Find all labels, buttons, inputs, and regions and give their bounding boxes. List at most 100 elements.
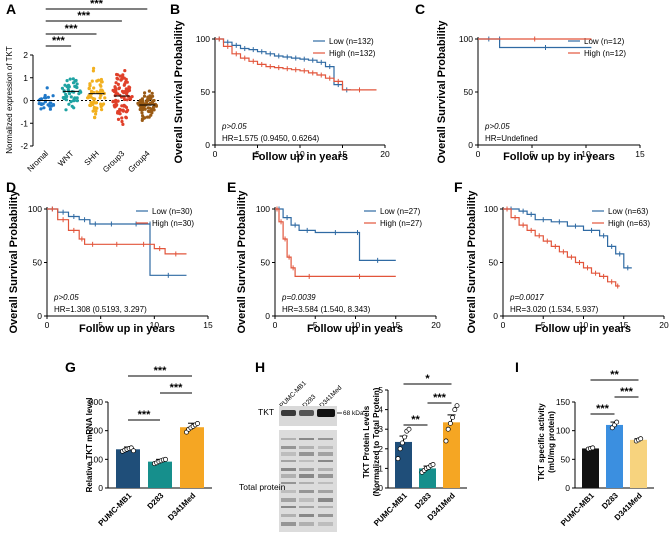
bar [116,449,140,488]
y-tick-label: 0 [468,140,473,150]
x-tick-label: 10 [579,320,589,330]
y-tick-label: 2 [378,444,383,454]
data-point [114,101,118,105]
significance-stars: *** [170,382,184,394]
data-point [72,97,76,101]
data-point [147,89,151,93]
significance-stars: *** [90,0,104,10]
bar [582,448,599,488]
hazard-ratio-annotation: HR=1.308 (0.5193, 3.297) [54,305,147,314]
category-label: PUMC-MB1 [97,491,134,528]
data-point [114,81,118,85]
x-axis-title: Follow up in years [252,151,348,163]
data-point [141,114,145,118]
legend-entry: High (n=27) [380,219,422,228]
data-point [117,87,121,91]
total-protein-band [299,452,314,456]
data-point [118,112,122,116]
panel-letter-e: E [227,179,236,195]
data-point [92,86,96,90]
legend-entry: High (n=30) [152,219,194,228]
data-point [149,113,153,117]
total-protein-band [318,506,333,508]
data-point [39,107,43,111]
data-point [72,106,76,110]
data-point [91,97,95,101]
total-protein-band [318,514,333,517]
data-point [152,108,156,112]
survival-curve-low [215,38,351,91]
panel-b-survival-chart: 0 50 100 0 5 10 15 20 Overall Survival Probabili… [173,20,390,164]
blot-band-label: TKT [258,407,274,417]
data-point [66,83,71,87]
y-tick-label: 5 [378,385,383,395]
bar [395,441,412,488]
significance-stars: *** [154,365,168,377]
x-tick-label: 0 [501,320,506,330]
data-point [94,109,98,113]
data-point [51,94,55,98]
x-tick-label: 15 [619,320,629,330]
y-tick-label: 1 [378,463,383,473]
data-point [69,95,73,99]
survival-curve-low [275,208,396,261]
total-protein-label: Total protein [239,482,286,492]
legend-entry: Low (n=12) [584,37,625,46]
data-point [99,84,103,88]
total-protein-band [299,498,314,502]
panel-letter-a: A [6,1,16,17]
data-point [154,104,158,108]
p-value-annotation: p=0.0039 [281,293,316,302]
data-point [143,91,147,95]
x-tick-label: 5 [541,320,546,330]
y-tick-label: 0 [378,483,383,493]
total-protein-band [318,482,333,484]
significance-stars: *** [138,409,152,421]
bar [180,427,204,488]
total-protein-band [299,514,314,517]
data-point [68,77,72,81]
panel-h-bar-chart: 0 1 2 3 4 5 TKT Protein Levels (Normalized to T… [362,373,467,528]
p-value-annotation: p>0.05 [221,122,247,131]
data-point [150,91,154,95]
data-point [103,96,107,100]
data-point [91,102,95,107]
data-point [79,90,83,94]
y-tick-label: 0 [37,311,42,321]
data-point [63,83,67,87]
y-tick-label: 0 [23,96,28,106]
replicate-point [397,446,403,452]
data-point [120,119,124,124]
panel-e-survival-chart: 0 50 100 0 5 10 15 20 Overall Survival Probabili… [236,190,441,335]
y-tick-label: 50 [464,87,474,97]
replicate-point [402,434,408,440]
y-axis-title: Normalized expression of TKT [5,46,14,154]
data-point [93,116,97,120]
y-tick-label: 50 [489,258,499,268]
data-point [99,93,103,97]
total-protein-band [281,482,296,484]
y-tick-label: 50 [201,87,211,97]
category-label: D283 [600,491,620,511]
data-point [145,98,150,102]
y-tick-label: 50 [261,258,271,268]
data-point [122,97,127,102]
y-axis-title: TKT Protein Levels [362,405,371,478]
total-protein-band [318,498,333,502]
replicate-point [195,421,200,426]
p-value-annotation: p=0.0017 [509,293,544,302]
significance-stars: *** [620,386,634,398]
x-axis-title: Follow up in years [535,323,631,335]
data-point [94,112,98,116]
data-point [116,117,121,121]
x-tick-label: 10 [581,149,591,159]
panel-letter-b: B [170,1,180,17]
y-tick-label: -1 [20,118,28,128]
y-tick-label: 3 [378,424,383,434]
x-tick-label: 10 [295,149,305,159]
bar [148,461,172,488]
hazard-ratio-annotation: HR=3.584 (1.540, 8.343) [282,305,371,314]
data-point [64,108,68,112]
replicate-point [614,419,620,425]
data-point [126,108,130,112]
